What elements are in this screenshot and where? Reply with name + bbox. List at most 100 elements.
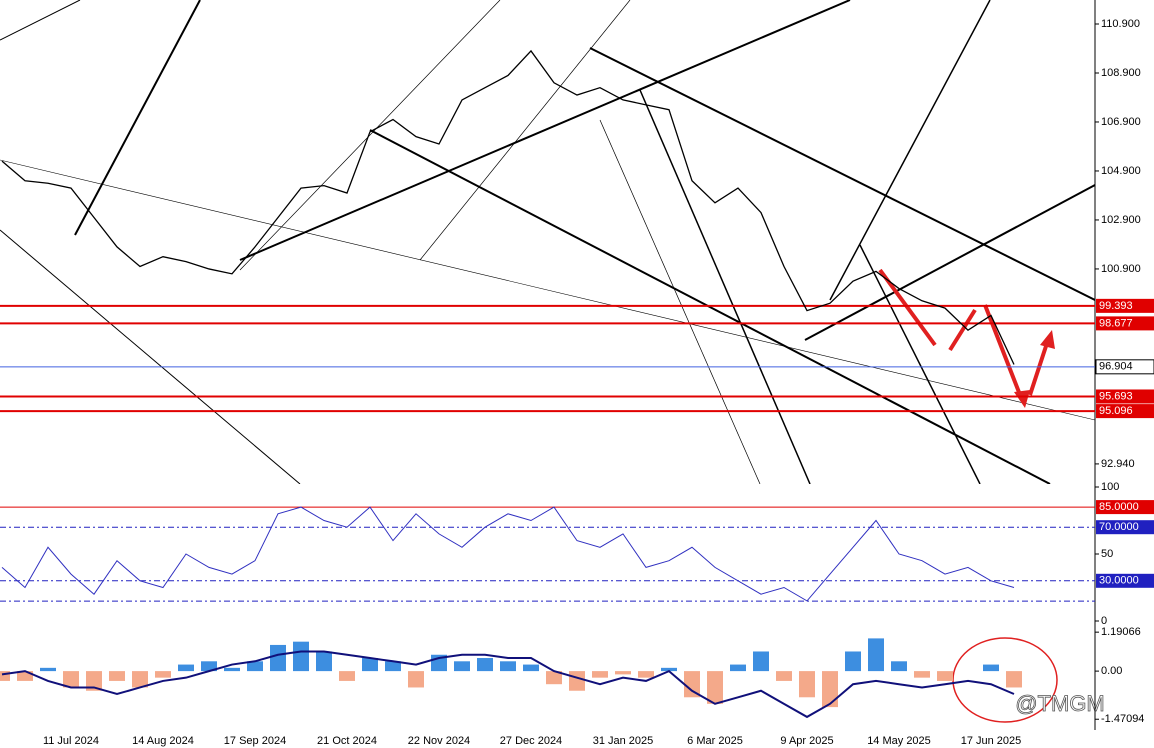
trend-line: [639, 89, 811, 484]
arrow: [878, 268, 937, 347]
histogram-bar: [155, 671, 171, 678]
level-label: 30.0000: [1099, 575, 1139, 587]
histogram-bar: [983, 664, 999, 672]
histogram-bar: [178, 664, 194, 672]
trend-line: [419, 0, 631, 261]
histogram-bar: [937, 671, 953, 681]
level-label: 70.0000: [1099, 521, 1139, 533]
histogram-bar: [109, 671, 125, 681]
level-label: 99.393: [1099, 300, 1133, 312]
x-tick-label: 22 Nov 2024: [408, 735, 470, 747]
price-line: [1, 506, 1015, 602]
histogram-bar: [592, 671, 608, 678]
histogram-bar: [776, 671, 792, 681]
y-tick-label: 0: [1101, 615, 1107, 627]
trend-line: [859, 244, 981, 484]
histogram-bar: [0, 671, 10, 681]
trend-line: [0, 229, 301, 484]
level-label-box: [1096, 500, 1154, 515]
histogram-bar: [316, 651, 332, 672]
histogram-bar: [569, 671, 585, 691]
histogram-bar: [293, 641, 309, 672]
level-label: 95.096: [1099, 405, 1133, 417]
histogram-bar: [891, 661, 907, 672]
histogram-bar: [385, 661, 401, 672]
x-tick-label: 17 Sep 2024: [224, 735, 286, 747]
x-tick-label: 31 Jan 2025: [593, 735, 654, 747]
y-tick-label: 92.940: [1101, 458, 1135, 470]
histogram-bar: [638, 671, 654, 678]
histogram-bar: [684, 671, 700, 698]
histogram-bar: [615, 671, 631, 675]
level-label: 95.693: [1099, 390, 1133, 402]
y-tick-label: 100: [1101, 481, 1119, 493]
histogram-bar: [17, 671, 33, 681]
histogram-bar: [477, 658, 493, 672]
trend-line: [804, 184, 1095, 341]
histogram-bar: [546, 671, 562, 685]
x-tick-label: 9 Apr 2025: [780, 735, 833, 747]
y-tick-label: 110.900: [1101, 18, 1140, 30]
level-label-box: [1096, 298, 1154, 313]
y-tick-label: 108.900: [1101, 67, 1141, 79]
level-label-box: [1096, 404, 1154, 419]
level-label-box: [1095, 359, 1154, 375]
histogram-bar: [454, 661, 470, 672]
trend-line: [829, 0, 991, 301]
y-tick-label: 104.900: [1101, 165, 1141, 177]
arrow: [983, 304, 1024, 401]
trend-line: [0, 0, 81, 41]
trend-line: [239, 0, 851, 261]
histogram-bar: [270, 644, 286, 672]
watermark: @TMGM: [1015, 691, 1105, 716]
trend-line: [589, 47, 1095, 301]
arrow: [948, 308, 977, 352]
level-label-box: [1096, 520, 1154, 535]
trend-line: [74, 0, 201, 236]
histogram-bar: [868, 638, 884, 672]
y-tick-label: 50: [1101, 548, 1113, 560]
signal-line: [1, 650, 1015, 719]
level-label: 14.7887: [1099, 595, 1139, 607]
histogram-bar: [1006, 671, 1022, 688]
x-tick-label: 17 Jun 2025: [961, 735, 1022, 747]
forecast-arrows: [878, 268, 1055, 408]
price-line: [1, 49, 1015, 365]
histogram-bar: [40, 667, 56, 672]
histogram-bar: [500, 661, 516, 672]
x-tick-label: 6 Mar 2025: [687, 735, 743, 747]
histogram-bar: [224, 667, 240, 672]
level-label-box: [1096, 389, 1154, 404]
level-label-box: [1096, 573, 1154, 588]
x-tick-label: 14 Aug 2024: [132, 735, 194, 747]
x-tick-label: 14 May 2025: [867, 735, 931, 747]
histogram-bar: [730, 664, 746, 672]
x-tick-label: 11 Jul 2024: [43, 735, 99, 747]
histogram-bar: [914, 671, 930, 678]
trend-line: [0, 159, 1095, 421]
trend-line: [599, 119, 761, 484]
y-tick-label: 102.900: [1101, 214, 1141, 226]
level-label: 98.677: [1099, 317, 1133, 329]
trend-line: [239, 0, 501, 271]
y-tick-label: 100.900: [1101, 263, 1141, 275]
y-tick-label: -1.47094: [1101, 713, 1144, 725]
histogram-bar: [247, 661, 263, 672]
arrow: [1028, 339, 1050, 396]
level-label: 96.904: [1099, 361, 1133, 373]
histogram-bar: [408, 671, 424, 688]
histogram-bar: [661, 667, 677, 672]
histogram-bar: [86, 671, 102, 691]
histogram-bar: [339, 671, 355, 681]
histogram-bar: [362, 658, 378, 672]
histogram-bar: [523, 664, 539, 672]
x-tick-label: 27 Dec 2024: [500, 735, 562, 747]
arrow-head: [1014, 390, 1030, 408]
histogram-bar: [845, 651, 861, 672]
histogram-bar: [707, 671, 723, 704]
x-tick-label: 21 Oct 2024: [317, 735, 377, 747]
histogram-bar: [822, 671, 838, 708]
y-tick-label: 106.900: [1101, 116, 1141, 128]
